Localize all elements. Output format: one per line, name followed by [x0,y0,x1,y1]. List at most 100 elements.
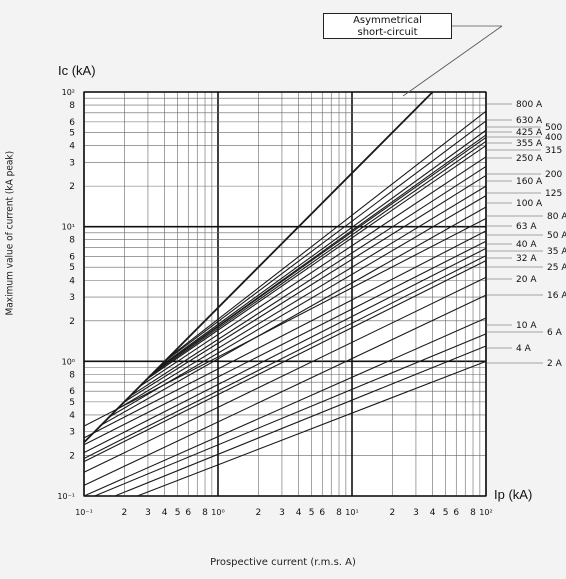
x-tick-label: 2 [389,508,395,518]
y-tick-label: 4 [69,276,75,286]
series-label: 250 A [516,154,543,164]
series-line-125 [114,185,487,412]
series-line-63-a [83,218,487,427]
callout-line1: Asymmetrical [353,15,422,26]
plot-background [84,92,486,496]
series-label: 40 A [516,240,537,250]
x-outer-label: Prospective current (r.m.s. A) [210,557,356,568]
y-axis-title: Ic (kA) [58,63,96,78]
series-line-160-a [124,174,487,403]
series-label: 800 A [516,100,543,110]
y-tick-label: 6 [69,253,75,263]
x-tick-label: 3 [413,508,419,518]
asymmetrical-curve [83,91,434,444]
tick-labels: 10⁻¹ 2 3 4 5 6 8 10⁰ 2 3 4 5 6 8 10¹ 2 3 4 5 6 8 10²10²865432… [57,88,492,518]
y-tick-label: 3 [69,428,75,438]
leader-lines [486,103,543,364]
series-line-250-a [139,156,487,387]
x-tick-label: 5 [175,508,181,518]
x-tick-label: 4 [430,508,436,518]
x-tick-label: 6 [319,508,325,518]
series-line-355-a [149,140,487,377]
series-line-200 [129,165,487,397]
series-label: 500 [545,123,562,133]
series-label: 80 A [547,212,566,222]
series-line-630-a [162,120,487,363]
y-tick-label: 4 [69,411,75,421]
series-label: 355 A [516,139,543,149]
y-tick-label: 6 [69,387,75,397]
series-label: 32 A [516,254,537,264]
y-tick-label: 2 [69,317,75,327]
y-tick-label: 4 [69,142,75,152]
y-tick-label: 10¹ [62,223,75,232]
y-tick-label: 10² [62,88,75,97]
x-tick-label: 8 [336,508,342,518]
series-label: 4 A [516,344,532,354]
series-label: 63 A [516,222,537,232]
series-label: 16 A [547,291,566,301]
y-tick-label: 5 [69,263,75,273]
y-tick-label: 6 [69,118,75,128]
x-tick-label: 2 [255,508,261,518]
series-line-2-a [137,360,487,497]
series-label: 10 A [516,321,537,331]
series-label: 160 A [516,177,543,187]
y-tick-label: 5 [69,398,75,408]
x-axis-title: Ip (kA) [494,487,532,502]
y-outer-label: Maximum value of current (kA peak) [4,150,16,316]
series-label: 6 A [547,328,563,338]
x-tick-label: 8 [202,508,208,518]
series-line-10-a [83,317,487,497]
series-label: 100 A [516,199,543,209]
series-lines [83,91,487,497]
y-tick-label: 3 [69,158,75,168]
series-line-50-a [83,230,487,439]
y-tick-label: 8 [69,370,75,380]
series-line-6-a [94,333,487,497]
y-tick-label: 10⁻¹ [57,492,75,501]
series-label: 125 [545,189,562,199]
x-tick-label: 10⁻¹ [75,508,93,517]
y-tick-label: 2 [69,451,75,461]
series-label: 400 [545,133,562,143]
x-tick-label: 6 [185,508,191,518]
series-label: 315 [545,146,562,156]
x-tick-label: 3 [145,508,151,518]
series-label: 50 A [547,231,566,241]
series-line-315 [145,145,487,381]
series-label: 25 A [547,263,566,273]
series-label: 425 A [516,128,543,138]
y-tick-label: 2 [69,182,75,192]
series-line-25-a [83,260,487,463]
x-tick-label: 8 [470,508,476,518]
series-label: 630 A [516,116,543,126]
x-tick-label: 2 [121,508,127,518]
y-tick-label: 5 [69,129,75,139]
plot-frame [83,91,487,497]
series-line-40-a [83,240,487,446]
x-tick-label: 4 [162,508,168,518]
x-tick-label: 10⁰ [211,508,224,517]
callout-leader-diag [402,25,503,97]
y-tick-label: 3 [69,293,75,303]
series-line-500 [158,129,487,368]
series-line-400 [153,136,487,373]
x-tick-label: 4 [296,508,302,518]
x-tick-label: 10² [479,508,492,517]
y-tick-label: 8 [69,236,75,246]
series-line-20-a [83,276,487,473]
series-line-16-a [83,294,487,486]
x-tick-label: 5 [443,508,449,518]
series-label: 20 A [516,275,537,285]
y-tick-label: 10⁰ [62,357,75,366]
x-tick-label: 5 [309,508,315,518]
series-label: 200 [545,170,562,180]
series-label: 2 A [547,359,563,369]
x-tick-label: 10¹ [345,508,358,517]
x-tick-label: 3 [279,508,285,518]
series-label: 35 A [547,247,566,257]
series-line-32-a [83,255,487,459]
series-line-800-a [167,110,487,359]
